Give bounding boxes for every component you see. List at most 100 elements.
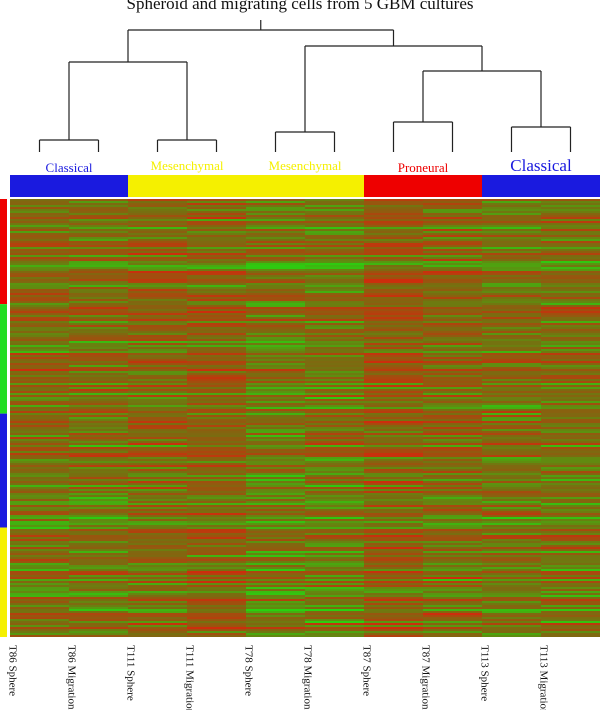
heatmap-cell	[10, 243, 70, 246]
heatmap-cell	[187, 587, 247, 590]
heatmap-cell	[541, 235, 600, 238]
heatmap-cell	[246, 361, 306, 364]
heatmap-cell	[128, 583, 188, 586]
heatmap-cell	[482, 295, 542, 298]
heatmap-cell	[246, 309, 306, 312]
heatmap-cell	[69, 363, 129, 366]
heatmap-cell	[128, 497, 188, 500]
heatmap-cell	[482, 375, 542, 378]
heatmap-cell	[128, 411, 188, 414]
heatmap-cell	[10, 565, 70, 568]
heatmap-cell	[246, 233, 306, 236]
heatmap-cell	[69, 553, 129, 556]
heatmap-cell	[128, 495, 188, 498]
heatmap-cell	[423, 259, 483, 262]
heatmap-cell	[69, 443, 129, 446]
heatmap-cell	[305, 297, 365, 300]
heatmap-cell	[305, 619, 365, 622]
heatmap-cell	[128, 333, 188, 336]
heatmap-cell	[364, 245, 424, 248]
heatmap-cell	[128, 291, 188, 294]
heatmap-cell	[541, 635, 600, 637]
heatmap-cell	[541, 251, 600, 254]
heatmap-cell	[69, 217, 129, 220]
heatmap-cell	[187, 277, 247, 280]
heatmap-cell	[10, 469, 70, 472]
heatmap-cell	[128, 513, 188, 516]
heatmap-cell	[541, 239, 600, 242]
heatmap-cell	[69, 529, 129, 532]
heatmap-cell	[246, 255, 306, 258]
heatmap-cell	[128, 219, 188, 222]
heatmap-cell	[364, 461, 424, 464]
heatmap-cell	[246, 273, 306, 276]
heatmap-cell	[364, 525, 424, 528]
heatmap-cell	[69, 213, 129, 216]
heatmap-cell	[541, 263, 600, 266]
heatmap-cell	[187, 529, 247, 532]
heatmap-cell	[246, 481, 306, 484]
heatmap-cell	[69, 359, 129, 362]
heatmap-cell	[69, 527, 129, 530]
heatmap-cell	[69, 619, 129, 622]
heatmap-cell	[482, 521, 542, 524]
heatmap-cell	[246, 443, 306, 446]
heatmap-cell	[246, 571, 306, 574]
heatmap-cell	[364, 631, 424, 634]
heatmap-cell	[246, 279, 306, 282]
heatmap-cell	[69, 631, 129, 634]
heatmap-cell	[305, 223, 365, 226]
heatmap-cell	[187, 339, 247, 342]
heatmap-cell	[69, 597, 129, 600]
heatmap-cell	[541, 311, 600, 314]
heatmap-cell	[305, 373, 365, 376]
heatmap-cell	[305, 537, 365, 540]
heatmap-cell	[187, 457, 247, 460]
heatmap-cell	[246, 627, 306, 630]
row-cluster-segment	[0, 413, 7, 528]
heatmap-cell	[364, 367, 424, 370]
heatmap-cell	[128, 303, 188, 306]
heatmap-cell	[246, 263, 306, 266]
heatmap-cell	[364, 497, 424, 500]
heatmap-cell	[541, 413, 600, 416]
heatmap-cell	[305, 523, 365, 526]
heatmap-cell	[541, 399, 600, 402]
heatmap-cell	[69, 567, 129, 570]
heatmap-cell	[364, 345, 424, 348]
heatmap-cell	[541, 411, 600, 414]
heatmap-cell	[128, 231, 188, 234]
heatmap-cell	[10, 207, 70, 210]
heatmap-cell	[541, 585, 600, 588]
heatmap-cell	[305, 503, 365, 506]
heatmap-cell	[10, 603, 70, 606]
heatmap-cell	[69, 509, 129, 512]
heatmap-cell	[482, 371, 542, 374]
heatmap-cell	[541, 441, 600, 444]
heatmap-cell	[423, 439, 483, 442]
heatmap-cell	[187, 431, 247, 434]
heatmap-cell	[305, 497, 365, 500]
heatmap-cell	[128, 393, 188, 396]
heatmap-cell	[305, 323, 365, 326]
heatmap-cell	[246, 275, 306, 278]
heatmap-cell	[187, 315, 247, 318]
heatmap-cell	[187, 595, 247, 598]
heatmap-cell	[482, 253, 542, 256]
heatmap-cell	[10, 433, 70, 436]
heatmap-cell	[10, 361, 70, 364]
heatmap-cell	[305, 335, 365, 338]
heatmap-cell	[246, 555, 306, 558]
heatmap-cell	[482, 217, 542, 220]
heatmap-cell	[482, 323, 542, 326]
heatmap-cell	[128, 265, 188, 268]
heatmap-cell	[423, 515, 483, 518]
heatmap-cell	[246, 621, 306, 624]
heatmap-cell	[187, 237, 247, 240]
heatmap-cell	[69, 593, 129, 596]
heatmap-cell	[128, 295, 188, 298]
heatmap-cell	[305, 283, 365, 286]
heatmap-cell	[10, 281, 70, 284]
heatmap-cell	[364, 219, 424, 222]
heatmap-cell	[482, 535, 542, 538]
